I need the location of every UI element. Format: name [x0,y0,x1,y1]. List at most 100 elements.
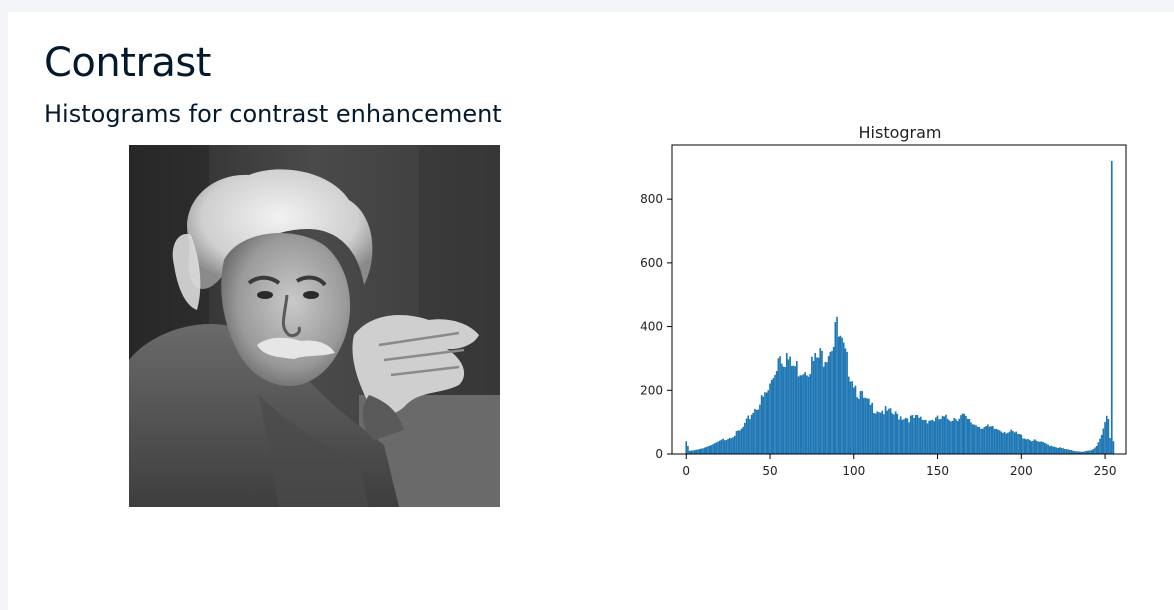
histogram-bar [740,428,743,454]
slide: Contrast Histograms for contrast enhance… [8,12,1174,610]
histogram-bar [1077,451,1080,454]
chart-title: Histogram [859,123,942,142]
histogram-bar [1037,441,1039,454]
histogram-bar [998,430,1001,454]
histogram-bar [762,396,765,454]
histogram-bar [1067,449,1070,454]
histogram-bar [1079,451,1081,454]
histogram-bar [759,404,761,454]
histogram-bar [837,336,840,454]
histogram-bar [973,424,976,454]
histogram-bar [749,419,751,454]
histogram-bar [799,375,801,454]
histogram-bar [1047,444,1049,454]
histogram-bar [874,413,877,454]
histogram-bar [1040,441,1043,454]
histogram-chart: Histogram 0 50 100 150 200 250 0 200 400 600 800 [640,123,1127,478]
histogram-bar [715,442,718,454]
y-tick-label: 0 [655,447,663,461]
histogram-bar [698,449,701,454]
histogram-bar [1090,450,1093,454]
y-tick-label: 800 [640,192,663,206]
histogram-bar [760,395,763,454]
histogram-bar [933,421,936,454]
histogram-bar [983,426,986,454]
histogram-bar [1094,447,1096,454]
histogram-bar [995,428,998,454]
histogram-bar [718,440,721,454]
histogram-bar [888,408,890,454]
histogram-bar [886,410,889,454]
histogram-bar [710,445,713,454]
histogram-bar [891,413,894,454]
histogram-bar [752,412,755,454]
histogram-bar [948,420,951,454]
histogram-bar [980,428,982,454]
histogram-bar [745,418,748,454]
histogram-bar [767,390,770,454]
histogram-bar [981,428,984,454]
histogram-bar [750,414,753,454]
histogram-bar [775,370,778,454]
histogram-bar [889,408,892,454]
histogram-bar [1105,415,1108,454]
histogram-bar [938,419,941,454]
portrait-photo [129,145,500,507]
histogram-bar [1058,447,1061,454]
y-tick-label: 200 [640,383,663,397]
histogram-bar [968,419,971,454]
histogram-bar [953,417,956,454]
histogram-bar [869,404,872,454]
histogram-bar [687,446,689,454]
y-tick-label: 400 [640,320,663,334]
histogram-bar [1102,428,1105,454]
histogram-bar [1069,449,1071,454]
histogram-bar [997,429,999,454]
histogram-bar [1107,418,1110,454]
histogram-bar [742,426,745,454]
y-axis-ticks: 0 200 400 600 800 [640,192,672,461]
histogram-bar [1100,434,1103,454]
histogram-bar [702,448,704,454]
histogram-bar [1007,432,1009,454]
histogram-bar [774,374,776,454]
histogram-bar [1075,451,1078,454]
x-tick-label: 150 [926,464,949,478]
histogram-bar [841,337,843,454]
histogram-bar [923,420,925,454]
histogram-bar [945,414,947,454]
histogram-bar [906,418,909,454]
histogram-bar [703,447,706,454]
histogram-bar [1017,434,1019,454]
histogram-bar [1060,447,1063,454]
histogram-bar [1104,422,1106,454]
histogram-bar [723,440,726,454]
histogram-bar [1020,434,1023,454]
histogram-bar [862,397,865,454]
histogram-bar [988,426,991,454]
histogram-bar [1055,447,1058,454]
histogram-bar [755,409,758,454]
histogram-bar [787,359,790,454]
histogram-bar [893,414,895,454]
histogram-bar [747,415,750,454]
histogram-bar [844,348,847,454]
histogram-bar [782,366,785,454]
histogram-bar [717,441,719,454]
histogram-bar [1072,450,1075,454]
histogram-bar [685,441,688,454]
histogram-bar [881,410,884,454]
histogram-bar [1005,433,1008,454]
histogram-bar [971,424,974,454]
histogram-bar [811,356,813,454]
histogram-bar [757,409,760,454]
histogram-bar [916,414,919,454]
histogram-bar [846,351,848,454]
histogram-bar [802,374,805,454]
histogram-bar [970,422,972,454]
histogram-bar [931,419,934,454]
histogram-bar [692,450,694,454]
histogram-bar [1082,451,1085,454]
histogram-bar [695,449,698,454]
histogram-bar [857,398,860,454]
